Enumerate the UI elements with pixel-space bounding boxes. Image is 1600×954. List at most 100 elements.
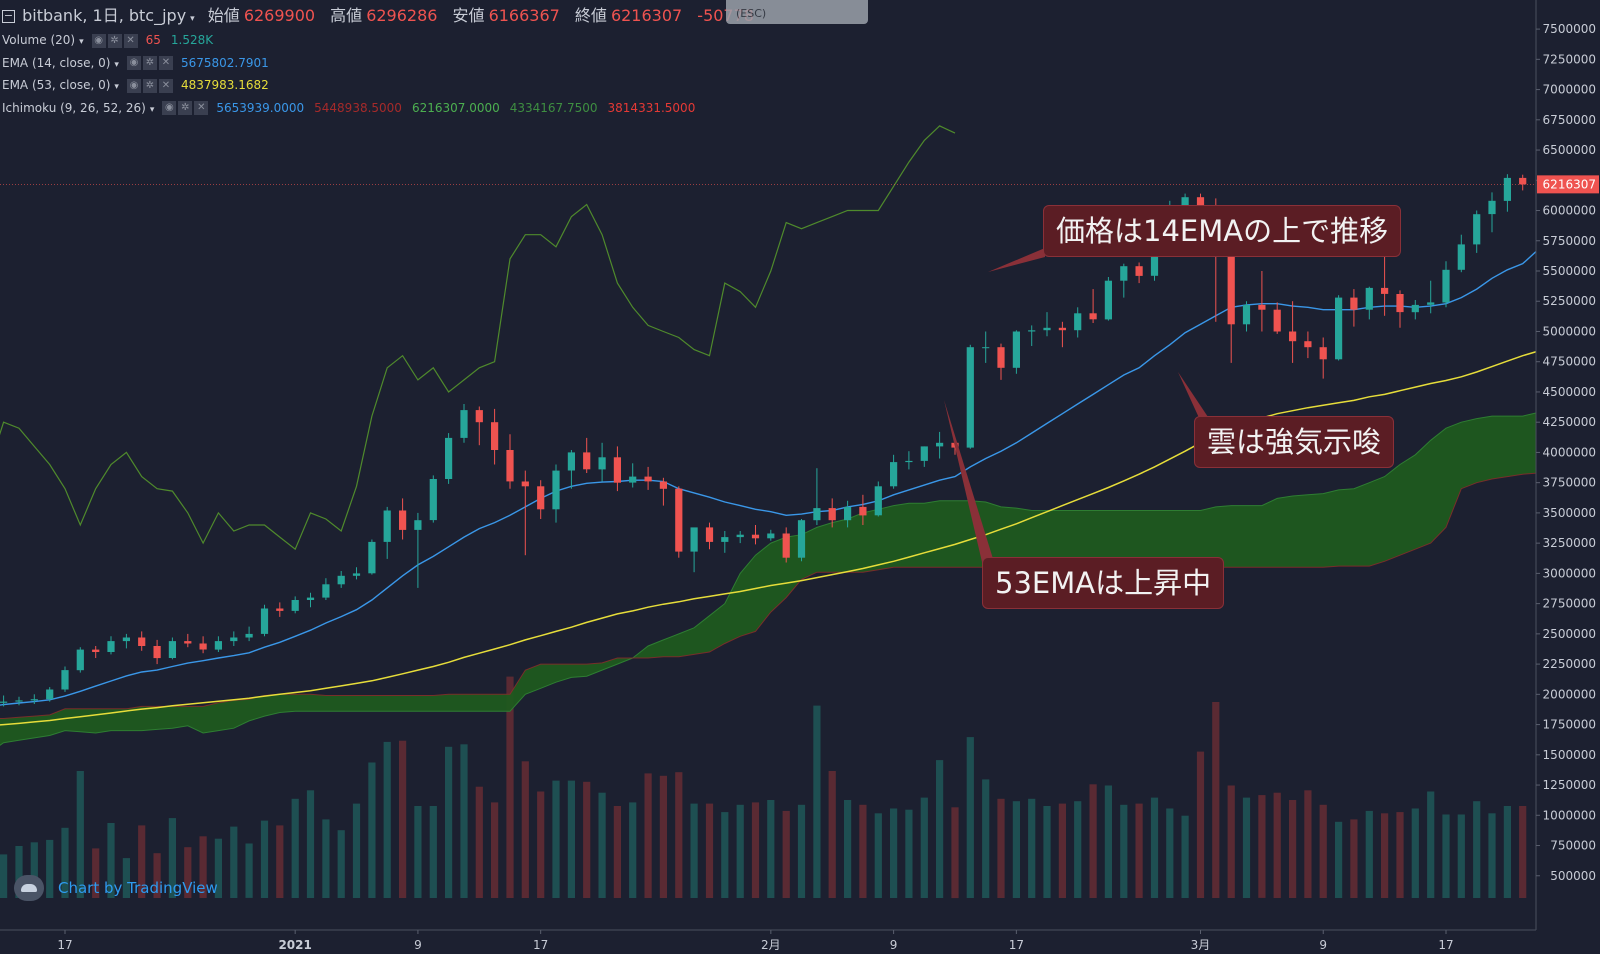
candle-body: [352, 573, 361, 576]
eye-icon[interactable]: ◉: [91, 33, 106, 48]
candle-body: [905, 460, 913, 463]
volume-bar: [1289, 800, 1297, 898]
volume-bar: [1058, 803, 1066, 898]
close-icon[interactable]: ✕: [123, 33, 138, 48]
chart-legend: − bitbank, 1日, btc_jpy ▾ 始値 6269900 高値 6296…: [2, 3, 764, 119]
candle-body: [920, 446, 928, 461]
candle-body: [291, 600, 299, 611]
price-axis: 7500000725000070000006750000650000062500…: [1536, 22, 1599, 883]
callout-ema53: 53EMAは上昇中: [982, 557, 1225, 609]
volume-bar: [1074, 801, 1082, 898]
candle-body: [690, 527, 698, 552]
volume-bar: [1120, 804, 1128, 898]
eye-icon[interactable]: ◉: [126, 78, 141, 93]
volume-bar: [1488, 813, 1496, 898]
candle-body: [199, 643, 207, 650]
candle-body: [751, 534, 760, 539]
price-tick-label: 7250000: [1543, 52, 1596, 66]
candle-body: [1120, 266, 1128, 281]
indicator-value: 65: [145, 33, 161, 47]
candle-body: [1473, 214, 1481, 245]
tradingview-branding[interactable]: Chart by TradingView: [14, 873, 218, 903]
eye-icon[interactable]: ◉: [126, 56, 141, 71]
candle-body: [1335, 297, 1343, 360]
close-icon[interactable]: ✕: [194, 101, 209, 116]
candle-body: [1028, 330, 1036, 332]
candle-body: [1304, 341, 1312, 348]
chevron-down-icon[interactable]: ▾: [79, 37, 84, 47]
volume-bar: [598, 792, 606, 898]
candle-body: [644, 476, 652, 482]
volume-bar: [475, 786, 483, 898]
price-tick-label: 4000000: [1543, 445, 1596, 459]
volume-bar: [153, 853, 161, 898]
volume-bar: [138, 825, 146, 898]
candle-body: [322, 584, 330, 598]
candle-body: [859, 506, 867, 516]
price-tick-label: 1500000: [1543, 748, 1596, 762]
indicator-label[interactable]: EMA (14, close, 0): [2, 55, 111, 70]
chevron-down-icon[interactable]: ▾: [149, 104, 155, 115]
price-tick-label: 3750000: [1543, 476, 1596, 490]
candle-body: [813, 508, 821, 521]
chevron-down-icon[interactable]: ▾: [114, 59, 119, 70]
eye-icon[interactable]: ◉: [162, 101, 177, 116]
price-tick-label: 1000000: [1543, 808, 1596, 822]
volume-bar: [905, 809, 913, 898]
indicator-label[interactable]: Ichimoku (9, 26, 52, 26): [2, 100, 146, 115]
close-icon[interactable]: ✕: [158, 78, 173, 93]
candle-body: [61, 670, 69, 690]
candle-body: [659, 481, 667, 489]
gear-icon[interactable]: ✲: [142, 78, 157, 93]
last-price-label: 6216307: [1543, 177, 1596, 191]
tradingview-logo-icon: [14, 875, 44, 901]
candle-body: [966, 347, 974, 448]
candle-body: [0, 701, 8, 703]
volume-bar: [322, 819, 330, 898]
volume-bar: [1396, 812, 1404, 898]
volume-bar: [1381, 813, 1389, 898]
candle-body: [122, 637, 130, 642]
volume-bar: [1135, 803, 1143, 898]
price-tick-label: 6000000: [1543, 204, 1596, 218]
price-tick-label: 5000000: [1543, 324, 1596, 338]
indicator-label[interactable]: EMA (53, close, 0): [2, 78, 111, 93]
candle-body: [1058, 327, 1066, 331]
volume-bar: [552, 780, 560, 898]
candle-body: [552, 470, 560, 510]
candle-body: [936, 442, 944, 447]
volume-bar: [874, 813, 882, 898]
exit-fullscreen-hint[interactable]: (ESC): [726, 0, 868, 24]
price-tick-label: 4750000: [1543, 355, 1596, 369]
gear-icon[interactable]: ✲: [178, 101, 193, 116]
volume-bar: [1473, 801, 1481, 898]
volume-bar: [1319, 804, 1327, 898]
collapse-icon[interactable]: −: [2, 9, 15, 23]
close-icon[interactable]: ✕: [158, 56, 173, 71]
indicator-label[interactable]: Volume (20): [2, 33, 76, 47]
volume-bar: [399, 740, 407, 898]
gear-icon[interactable]: ✲: [107, 33, 122, 48]
branding-text[interactable]: Chart by TradingView: [58, 879, 218, 897]
volume-bar: [122, 858, 130, 898]
symbol-chevron-down-icon[interactable]: ▾: [190, 14, 195, 24]
candle-body: [30, 699, 38, 701]
volume-bar: [1028, 798, 1036, 898]
volume-bar: [982, 779, 990, 898]
symbol-label[interactable]: bitbank, 1日, btc_jpy: [22, 6, 187, 25]
volume-bar: [751, 802, 760, 898]
callout-ema53-pointer: [944, 400, 994, 562]
candle-body: [997, 347, 1005, 368]
candle-body: [506, 450, 514, 482]
gear-icon[interactable]: ✲: [142, 56, 157, 71]
senkou-span-a-line: [0, 390, 1600, 746]
candle-body: [107, 641, 115, 652]
volume-bar: [782, 810, 790, 898]
volume-bar: [214, 838, 222, 898]
volume-bar: [506, 676, 514, 898]
chevron-down-icon[interactable]: ▾: [114, 82, 119, 93]
candle-body: [138, 637, 146, 646]
volume-bar: [1043, 806, 1051, 898]
callout-ema14-text: 価格は14EMAの上で推移: [1056, 214, 1389, 248]
